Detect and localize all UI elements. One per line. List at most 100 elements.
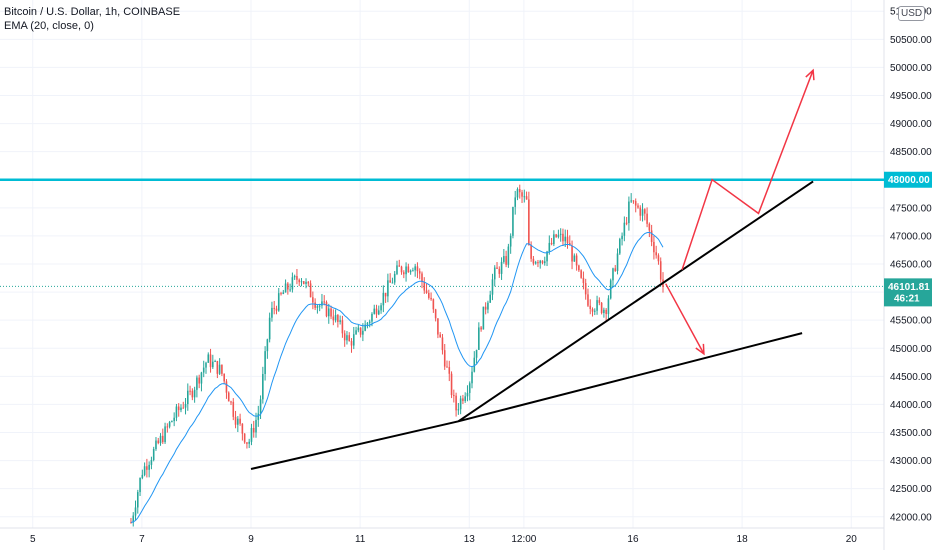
candle-body — [150, 459, 153, 465]
candle-body — [298, 279, 301, 283]
candle-body — [539, 260, 542, 264]
candle-body — [534, 262, 537, 264]
candle-body — [300, 281, 303, 283]
candle-body — [619, 239, 621, 254]
candle-body — [434, 309, 437, 319]
candle-body — [650, 230, 653, 242]
candle-body — [212, 361, 214, 368]
candle-body — [518, 189, 521, 193]
candle-body — [316, 306, 319, 308]
candle-body — [453, 395, 455, 397]
candle-body — [364, 324, 366, 331]
candle-body — [191, 390, 194, 398]
candle-body — [612, 268, 614, 281]
candle-body — [584, 283, 587, 295]
projection-bear-arrow[interactable] — [665, 283, 705, 355]
candle-body — [155, 440, 157, 450]
symbol-title[interactable]: Bitcoin / U.S. Dollar, 1h, COINBASE — [4, 6, 181, 18]
candle-body — [566, 236, 569, 244]
grid — [0, 0, 884, 528]
candle-body — [182, 407, 185, 409]
candle-body — [341, 320, 344, 334]
price-tick-label: 47500.00 — [890, 203, 932, 214]
projection-bull-arrow[interactable] — [681, 69, 814, 270]
price-tick-label: 48500.00 — [890, 147, 932, 158]
candle-body — [266, 339, 269, 352]
price-tick-label: 45000.00 — [890, 344, 932, 355]
candle-body — [193, 389, 196, 398]
candle-body — [130, 522, 132, 524]
candle-body — [603, 309, 605, 314]
candle-body — [168, 422, 171, 427]
candle-body — [393, 273, 396, 283]
candle-body — [189, 390, 191, 392]
currency-label[interactable]: USD — [898, 6, 926, 21]
candle-body — [314, 302, 316, 308]
candle-body — [200, 372, 203, 384]
candle-body — [655, 252, 657, 256]
candle-body — [446, 366, 448, 368]
candlestick-series — [130, 184, 664, 527]
candle-body — [164, 426, 166, 443]
trend-lines — [250, 180, 814, 470]
candle-body — [403, 272, 405, 275]
candle-body — [321, 301, 323, 306]
candle-body — [362, 330, 364, 335]
trend-line-upper[interactable] — [457, 180, 814, 423]
candle-body — [646, 213, 648, 224]
candle-body — [405, 266, 407, 275]
candle-body — [264, 351, 266, 375]
candle-body — [307, 281, 310, 284]
candle-body — [359, 327, 362, 335]
time-tick-label: 13 — [464, 534, 476, 545]
indicator-title[interactable]: EMA (20, close, 0) — [4, 20, 94, 32]
candle-body — [591, 308, 594, 312]
candle-body — [466, 392, 469, 397]
price-tick-label: 42500.00 — [890, 484, 932, 495]
candle-body — [305, 281, 307, 284]
candle-body — [225, 381, 228, 393]
candle-body — [657, 255, 660, 262]
candle-body — [389, 280, 391, 283]
candle-body — [480, 327, 482, 330]
candle-body — [366, 323, 369, 325]
candle-body — [621, 235, 623, 240]
candle-body — [209, 354, 212, 368]
candle-body — [371, 313, 373, 322]
projection-bull-arrow-head — [805, 68, 815, 81]
candle-body — [259, 399, 262, 414]
price-tick-label: 43000.00 — [890, 456, 932, 467]
chart-legend: Bitcoin / U.S. Dollar, 1h, COINBASE EMA … — [4, 5, 180, 33]
candle-body — [418, 271, 421, 274]
candle-body — [516, 189, 519, 198]
candle-body — [246, 442, 248, 444]
candle-body — [221, 364, 223, 374]
candle-body — [302, 281, 305, 284]
candle-body — [262, 374, 264, 400]
candle-body — [407, 266, 410, 273]
price-axis: 42000.00 42500.00 43000.00 43500.00 44000.00… — [883, 0, 932, 550]
candle-body — [187, 390, 189, 405]
candle-body — [184, 404, 187, 408]
candle-body — [521, 192, 523, 197]
candle-body — [432, 299, 435, 310]
candle-body — [337, 314, 339, 322]
candle-body — [271, 307, 273, 318]
candle-body — [464, 396, 466, 402]
time-tick-label: 12:00 — [511, 534, 536, 545]
candle-body — [173, 417, 175, 422]
candle-body — [141, 474, 144, 478]
candle-body — [205, 362, 207, 368]
candle-body — [546, 251, 548, 262]
candle-body — [498, 268, 501, 274]
candle-body — [352, 334, 355, 346]
candle-body — [523, 196, 526, 198]
trend-line-lower[interactable] — [250, 332, 803, 470]
candle-body — [543, 261, 546, 264]
candle-body — [252, 427, 255, 433]
candle-body — [348, 335, 351, 342]
candle-body — [291, 277, 294, 290]
candle-body — [216, 361, 219, 374]
candle-body — [478, 327, 480, 350]
